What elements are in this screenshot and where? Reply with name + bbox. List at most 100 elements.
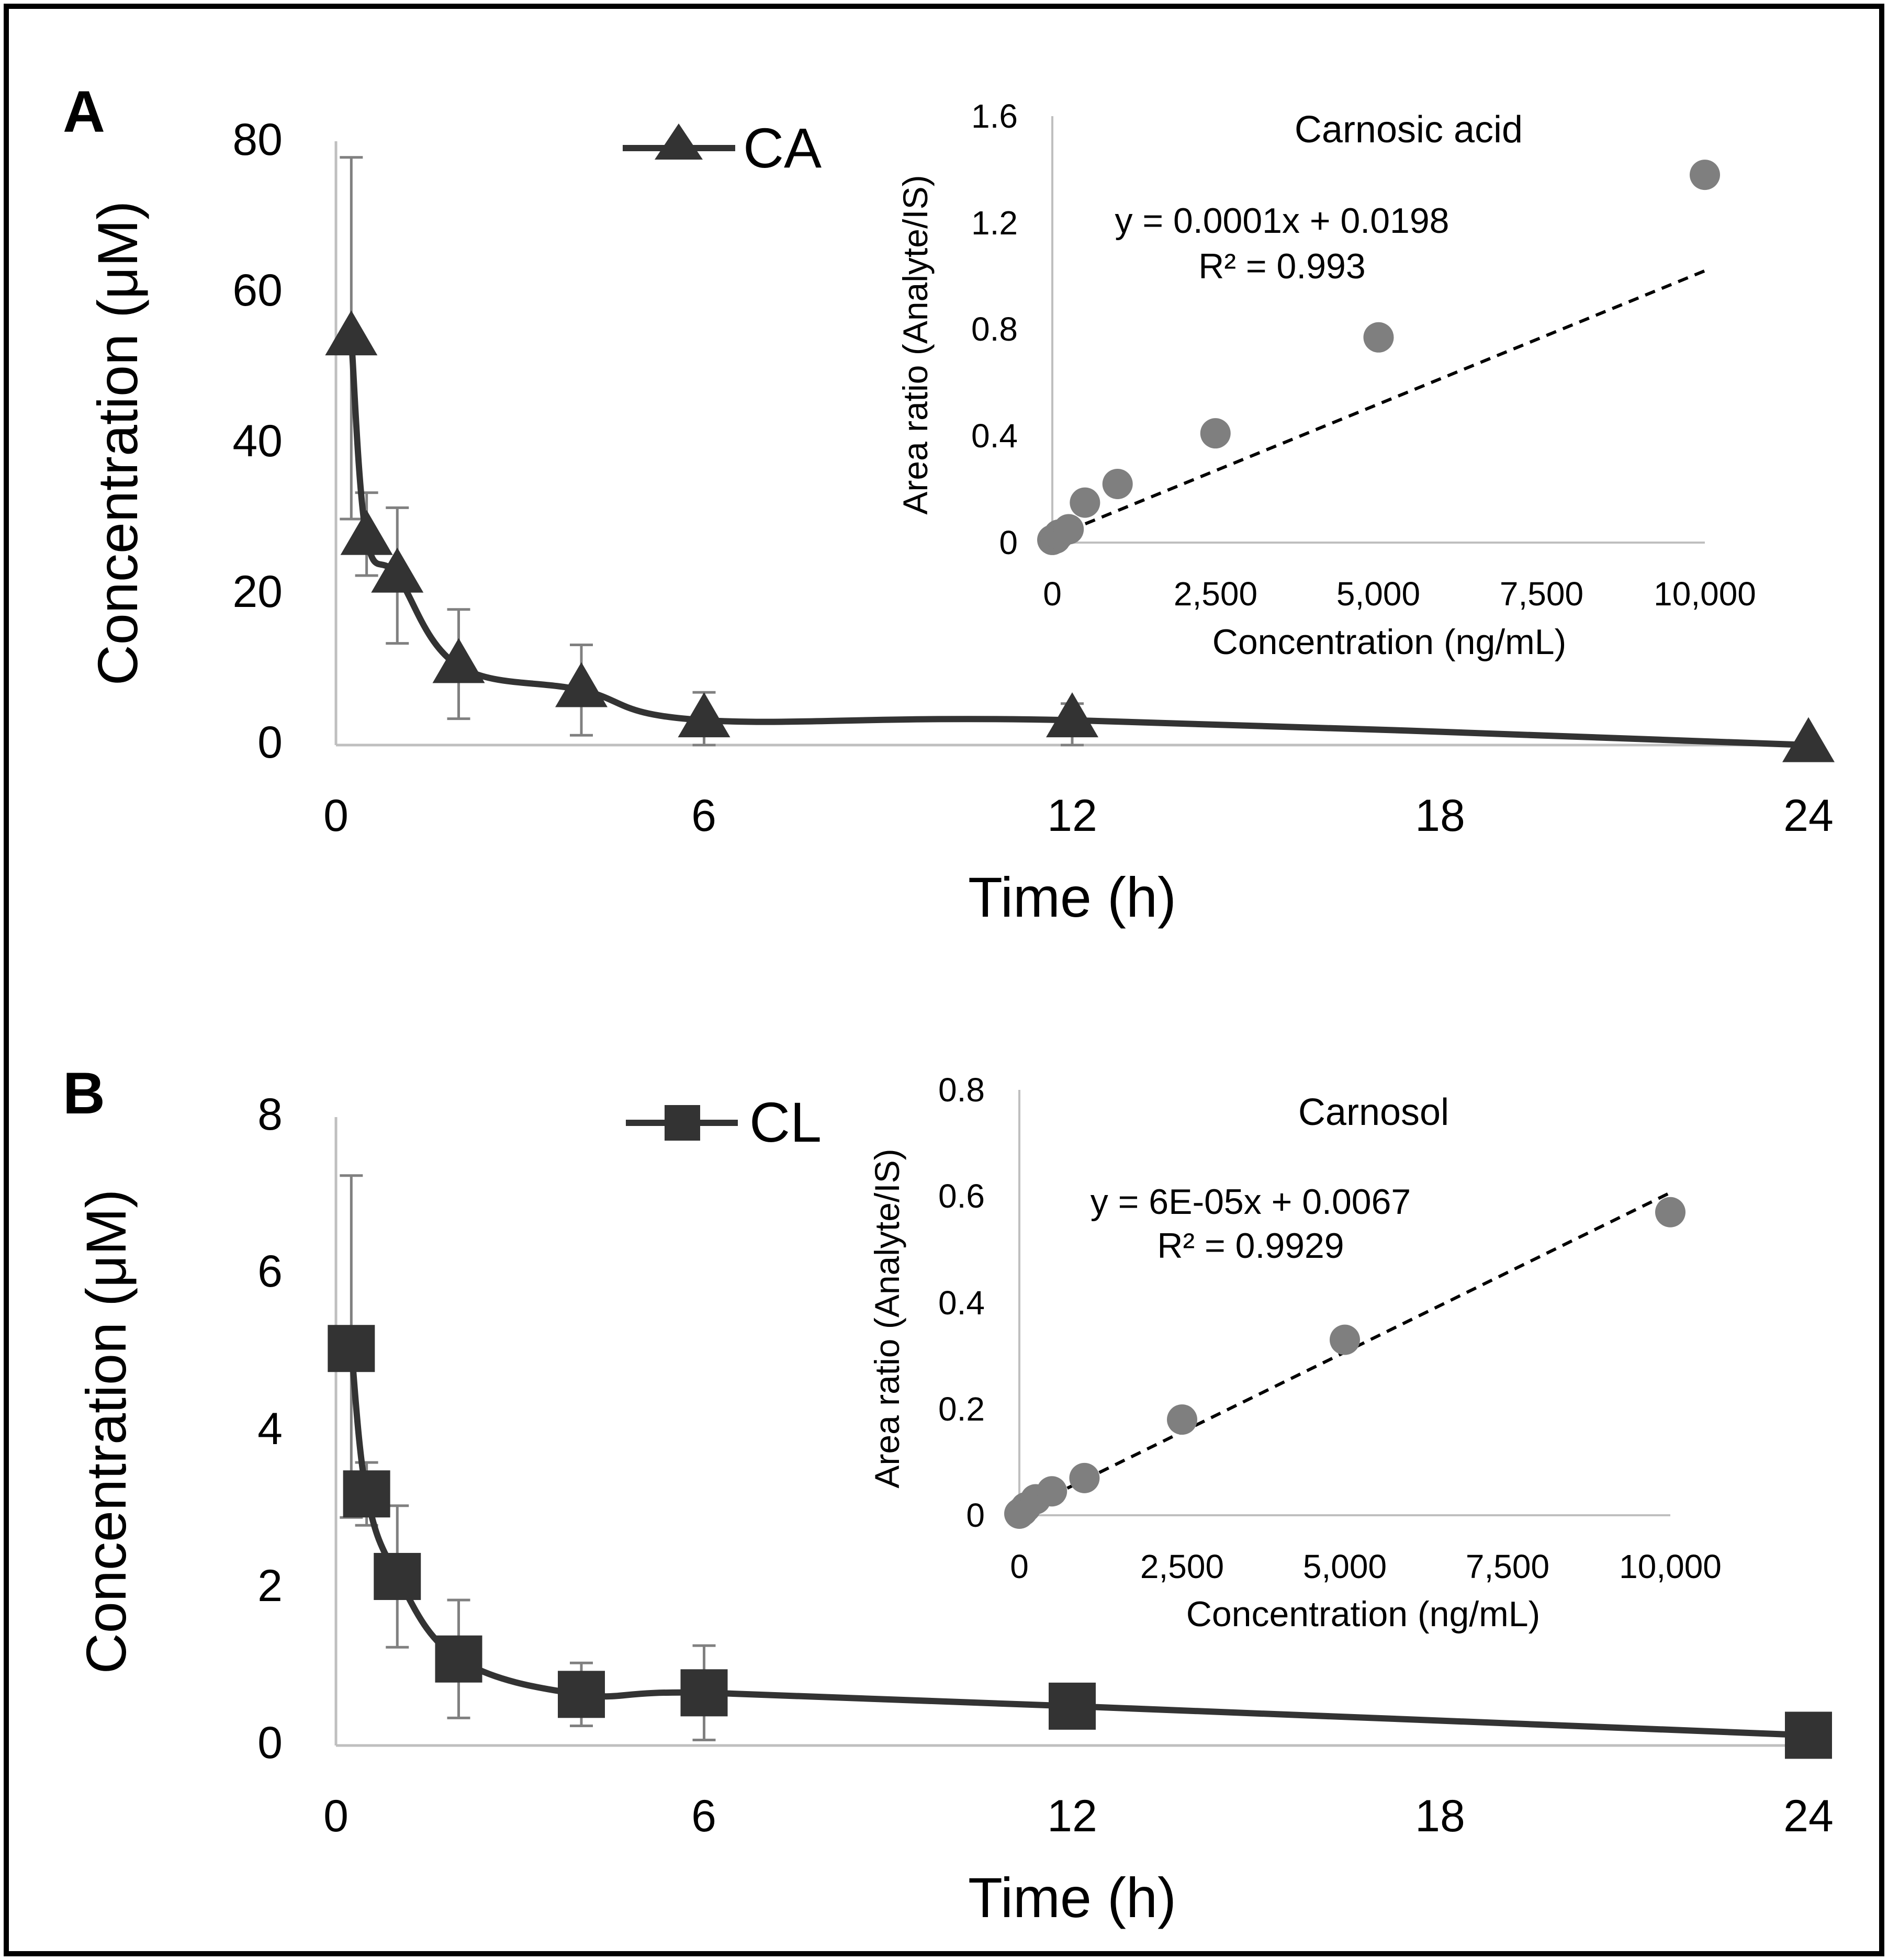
inset-a-x-tick-label: 10,000 — [1654, 575, 1756, 613]
inset-b-y-tick-label: 0.2 — [938, 1390, 985, 1428]
figure-frame — [4, 4, 1884, 1956]
trendline — [1051, 269, 1706, 539]
inset-b-x-tick-label: 10,000 — [1619, 1548, 1722, 1585]
data-point-square — [435, 1635, 482, 1683]
inset-a-y-tick-label: 1.2 — [971, 204, 1018, 242]
panel-b-y-tick-label: 6 — [257, 1246, 283, 1297]
calibration-point — [1330, 1324, 1360, 1355]
panel-a-y-tick-label: 20 — [232, 567, 283, 617]
inset-a-y-tick-label: 0.4 — [971, 417, 1018, 455]
series-line-ca — [348, 337, 1809, 748]
panel-a-inset: 0 0.4 0.8 1.2 1.6 0 2,500 5,000 7,500 10… — [896, 97, 1756, 662]
panel-b-x-axis-title: Time (h) — [968, 1866, 1176, 1929]
data-point-square — [374, 1552, 421, 1600]
panel-b-x-tick-label: 24 — [1783, 1791, 1834, 1841]
data-point-triangle — [1046, 692, 1098, 738]
panel-b-legend: CL — [626, 1090, 822, 1154]
inset-b-plot — [1004, 1191, 1685, 1529]
inset-b-y-tick-label: 0.6 — [938, 1177, 985, 1215]
calibration-point — [1690, 160, 1720, 190]
inset-a-x-tick-label: 5,000 — [1336, 575, 1420, 613]
calibration-point — [1102, 468, 1133, 499]
panel-b-x-tick-label: 6 — [691, 1791, 716, 1841]
panel-a-x-tick-label: 6 — [691, 791, 716, 841]
calibration-point — [1167, 1404, 1197, 1435]
panel-b-y-tick-label: 4 — [257, 1404, 283, 1454]
inset-b-x-tick-label: 7,500 — [1466, 1548, 1549, 1585]
panel-a-main-chart: 0 20 40 60 80 0 6 12 18 24 Time (h) Conc… — [86, 115, 1835, 929]
data-point-square — [680, 1669, 728, 1717]
inset-b-r-squared: R² = 0.9929 — [1157, 1226, 1344, 1266]
panel-b-y-tick-label: 8 — [257, 1089, 283, 1140]
legend-marker-ca — [655, 123, 703, 160]
calibration-point — [1655, 1197, 1685, 1227]
data-point-triangle — [432, 638, 485, 683]
panel-a-y-axis-title: Concentration (μM) — [86, 201, 149, 686]
inset-a-x-tick-label: 7,500 — [1500, 575, 1583, 613]
inset-b-equation: y = 6E-05x + 0.0067 — [1091, 1182, 1411, 1222]
inset-b-y-tick-label: 0.4 — [938, 1284, 985, 1322]
panel-b-x-tick-label: 18 — [1415, 1791, 1465, 1841]
legend-label-cl: CL — [749, 1090, 822, 1154]
data-point-triangle — [678, 692, 731, 738]
legend-label-ca: CA — [743, 116, 822, 179]
data-point-triangle — [340, 510, 393, 555]
data-point-square — [1049, 1682, 1096, 1730]
calibration-point — [1200, 418, 1231, 449]
panel-b-x-tick-label: 0 — [323, 1791, 349, 1841]
panel-a-y-tick-label: 60 — [232, 265, 283, 316]
inset-a-y-tick-label: 0.8 — [971, 310, 1018, 348]
data-point-triangle — [371, 547, 424, 593]
inset-b-title: Carnosol — [1298, 1091, 1449, 1133]
data-point-triangle — [555, 662, 608, 707]
inset-a-y-tick-label: 0 — [999, 524, 1018, 561]
inset-a-x-tick-label: 2,500 — [1174, 575, 1257, 613]
panel-a-legend: CA — [623, 116, 822, 179]
panel-a-y-tick-label: 80 — [232, 115, 283, 165]
inset-a-plot — [1037, 160, 1720, 555]
panel-b-label: B — [63, 1061, 105, 1126]
inset-a-r-squared: R² = 0.993 — [1198, 246, 1365, 286]
panel-b-y-tick-label: 0 — [257, 1718, 283, 1768]
panel-a-series-ca — [325, 156, 1835, 762]
calibration-point — [1037, 1476, 1067, 1507]
inset-a-x-axis-title: Concentration (ng/mL) — [1212, 622, 1567, 662]
inset-a-title: Carnosic acid — [1295, 109, 1523, 151]
panel-b-y-tick-label: 2 — [257, 1561, 283, 1611]
data-point-square — [1785, 1711, 1832, 1759]
inset-a-y-tick-label: 1.6 — [971, 97, 1018, 135]
calibration-point — [1053, 514, 1084, 545]
data-point-square — [343, 1470, 390, 1518]
inset-a-equation: y = 0.0001x + 0.0198 — [1115, 201, 1449, 241]
panel-b-y-axis-title: Concentration (μM) — [74, 1189, 138, 1674]
panel-a-x-tick-label: 12 — [1047, 791, 1097, 841]
inset-a-y-axis-title: Area ratio (Analyte/IS) — [896, 175, 935, 514]
inset-a-x-tick-label: 0 — [1043, 575, 1062, 613]
panel-b-main-chart: 0 2 4 6 8 0 6 12 18 24 Time (h) Concentr… — [74, 1089, 1834, 1929]
panel-a-x-tick-label: 0 — [323, 791, 349, 841]
inset-b-y-axis-title: Area ratio (Analyte/IS) — [868, 1148, 906, 1488]
calibration-point — [1070, 487, 1100, 518]
data-point-square — [328, 1325, 375, 1372]
panel-a: A 0 20 40 60 80 0 6 12 18 24 Time (h) Co… — [63, 79, 1835, 929]
panel-a-y-tick-label: 40 — [232, 416, 283, 466]
panel-b-x-tick-label: 12 — [1047, 1791, 1097, 1841]
calibration-point — [1363, 322, 1394, 353]
panel-a-label: A — [63, 79, 105, 144]
inset-b-y-tick-label: 0 — [966, 1496, 985, 1534]
inset-b-x-tick-label: 5,000 — [1303, 1548, 1387, 1585]
panel-b-series-cl — [328, 1174, 1832, 1759]
panel-a-x-tick-label: 24 — [1783, 791, 1834, 841]
series-line-cl — [348, 1348, 1809, 1739]
data-point-triangle — [325, 310, 378, 356]
inset-b-x-tick-label: 0 — [1010, 1548, 1029, 1585]
panel-a-x-axis-title: Time (h) — [968, 865, 1176, 929]
data-point-triangle — [1782, 717, 1835, 762]
calibration-point — [1069, 1462, 1100, 1493]
panel-b: B 0 2 4 6 8 0 6 12 18 24 Time (h) Concen… — [63, 1061, 1834, 1929]
inset-b-y-tick-label: 0.8 — [938, 1071, 985, 1109]
inset-b-x-tick-label: 2,500 — [1140, 1548, 1224, 1585]
panel-b-inset: 0 0.2 0.4 0.6 0.8 0 2,500 5,000 7,500 10… — [868, 1071, 1722, 1634]
panel-a-x-tick-label: 18 — [1415, 791, 1465, 841]
